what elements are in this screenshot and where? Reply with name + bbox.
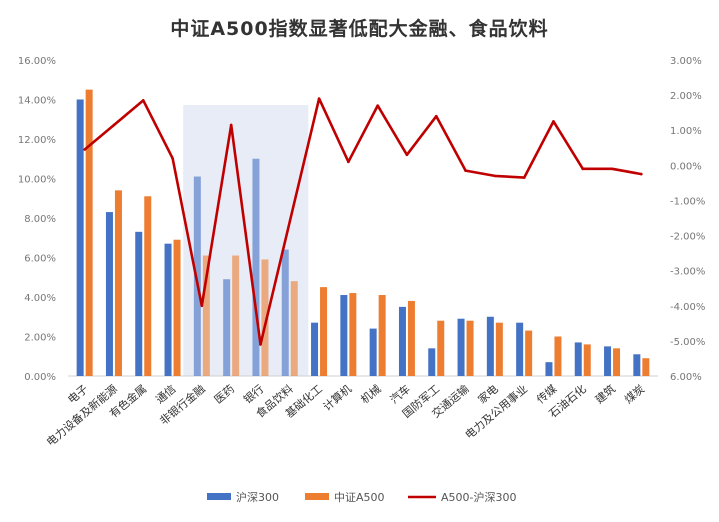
bar-hs300 [193, 176, 201, 376]
line-point [552, 120, 555, 123]
right-tick-label: 3.00% [670, 56, 702, 67]
bar-hs300 [340, 295, 348, 376]
bar-layer [76, 89, 650, 376]
line-point [317, 97, 321, 100]
bar-hs300 [633, 354, 641, 376]
bar-hs300 [545, 362, 553, 376]
bar-a500 [495, 322, 503, 376]
category-label: 机械 [358, 382, 384, 407]
line-point [347, 160, 350, 164]
legend-swatch-hs300 [207, 493, 231, 500]
bar-a500 [378, 295, 386, 376]
bar-hs300 [223, 279, 231, 376]
line-a500-minus-hs300 [83, 97, 642, 346]
line-point [640, 172, 643, 176]
chart-title: 中证A500指数显著低配大金融、食品饮料 [170, 18, 549, 40]
right-tick-label: 6.00% [670, 372, 702, 383]
right-tick-label: -3.00% [670, 267, 705, 278]
legend-swatch-a500 [305, 493, 329, 500]
line-point [229, 123, 233, 127]
line-point [434, 114, 438, 118]
right-tick-label: -5.00% [670, 337, 705, 348]
legend-label-hs300: 沪深300 [236, 490, 279, 504]
bar-hs300 [164, 243, 172, 376]
line-point [259, 343, 262, 346]
left-tick-label: 4.00% [24, 293, 56, 304]
bar-a500 [261, 259, 269, 376]
line-point [464, 169, 467, 172]
bar-hs300 [135, 231, 143, 376]
category-label: 建筑 [592, 382, 618, 407]
category-label: 医药 [212, 382, 237, 406]
right-tick-label: -1.00% [670, 196, 705, 207]
bar-a500 [320, 287, 328, 376]
bar-a500 [232, 255, 240, 376]
bar-hs300 [76, 99, 84, 376]
bar-a500 [349, 293, 357, 376]
line-layer [83, 97, 643, 346]
line-point [141, 99, 145, 102]
line-point [200, 304, 204, 308]
bar-hs300 [574, 342, 582, 376]
left-tick-label: 16.00% [18, 56, 56, 67]
legend-label-a500: 中证A500 [334, 491, 385, 504]
bar-hs300 [252, 158, 260, 376]
bar-a500 [613, 348, 621, 376]
left-tick-label: 2.00% [24, 333, 56, 344]
line-point [610, 167, 614, 171]
line-point [581, 167, 585, 171]
left-tick-label: 12.00% [18, 135, 56, 146]
bar-hs300 [105, 212, 113, 376]
category-label: 计算机 [320, 382, 354, 414]
bar-a500 [437, 320, 445, 376]
right-tick-label: -4.00% [670, 302, 705, 313]
bar-a500 [290, 281, 298, 376]
bar-a500 [642, 358, 650, 376]
bar-a500 [525, 330, 533, 376]
line-point [112, 123, 116, 127]
line-point [171, 157, 174, 160]
line-point [522, 176, 526, 179]
left-tick-label: 6.00% [24, 254, 56, 265]
left-tick-label: 8.00% [24, 214, 56, 225]
bar-hs300 [486, 316, 494, 376]
bar-hs300 [281, 249, 289, 376]
bar-hs300 [398, 306, 406, 376]
bar-a500 [466, 320, 474, 376]
bar-hs300 [311, 322, 319, 376]
bar-a500 [114, 190, 122, 376]
line-point [376, 104, 379, 107]
legend: 沪深300 中证A500 A500-沪深300 [207, 490, 517, 504]
bar-hs300 [457, 318, 465, 376]
left-tick-label: 14.00% [18, 96, 56, 107]
bar-a500 [583, 344, 591, 376]
line-point [83, 148, 86, 151]
bar-hs300 [369, 328, 377, 376]
bar-a500 [407, 300, 415, 376]
legend-label-diff: A500-沪深300 [441, 490, 517, 504]
left-tick-label: 10.00% [18, 175, 56, 186]
bar-a500 [202, 255, 210, 376]
bar-hs300 [516, 322, 524, 376]
right-tick-label: -2.00% [670, 232, 705, 243]
bar-a500 [554, 336, 562, 376]
line-point [405, 153, 409, 157]
line-point [288, 220, 292, 223]
right-tick-label: 1.00% [670, 126, 702, 137]
bar-a500 [85, 89, 93, 376]
left-tick-label: 0.00% [24, 372, 56, 383]
bar-hs300 [428, 348, 436, 376]
right-tick-label: 2.00% [670, 91, 702, 102]
right-tick-label: 0.00% [670, 161, 702, 172]
bar-a500 [144, 196, 152, 376]
category-label: 煤炭 [622, 382, 647, 406]
bar-hs300 [604, 346, 612, 376]
line-point [493, 174, 497, 178]
bar-a500 [173, 239, 181, 376]
